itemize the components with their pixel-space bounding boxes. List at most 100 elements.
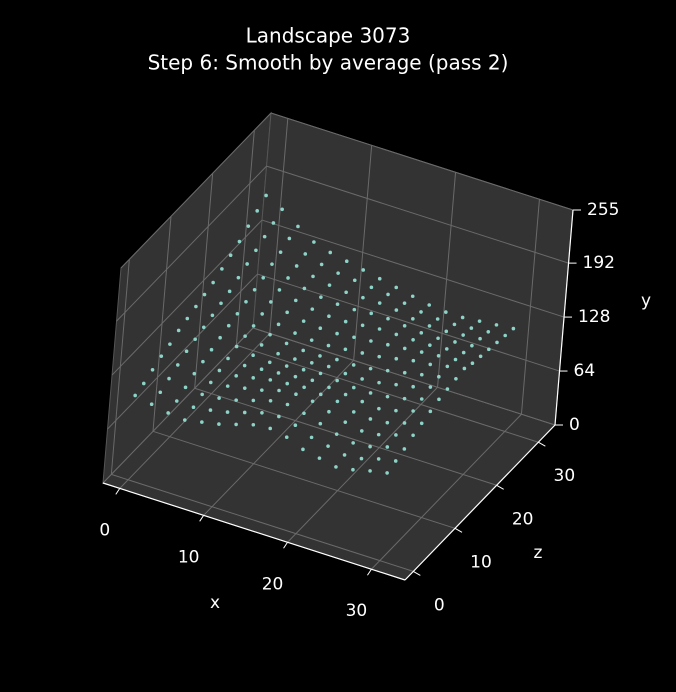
point: [376, 457, 381, 461]
point: [242, 363, 247, 368]
point: [402, 421, 407, 425]
grid-line: [102, 327, 254, 484]
point: [168, 342, 172, 346]
point: [243, 334, 247, 338]
point: [286, 276, 290, 280]
point: [453, 340, 457, 344]
point: [309, 435, 314, 440]
point: [376, 432, 381, 437]
x-tick-label: 10: [178, 547, 200, 567]
grid-line: [261, 219, 565, 318]
point: [359, 429, 364, 433]
point: [452, 322, 457, 327]
point: [328, 250, 333, 255]
point: [166, 411, 170, 415]
point: [141, 381, 146, 386]
point: [411, 317, 415, 321]
x-tick: [115, 488, 121, 495]
point: [428, 362, 433, 367]
point: [234, 398, 238, 402]
point: [411, 358, 416, 363]
point: [470, 343, 474, 348]
point: [394, 332, 399, 337]
point: [437, 397, 441, 402]
point: [419, 372, 424, 377]
x-axis-label: x: [210, 593, 220, 613]
point: [360, 377, 364, 381]
grid-line: [111, 473, 414, 572]
point: [278, 250, 283, 254]
point: [411, 433, 415, 438]
point: [133, 393, 137, 398]
point: [494, 323, 499, 327]
point: [287, 236, 292, 241]
point: [411, 409, 415, 413]
point: [268, 398, 273, 403]
point: [182, 418, 187, 422]
chart-title: Landscape 3073: [246, 24, 411, 48]
grid-line: [152, 430, 456, 529]
point: [312, 240, 316, 244]
grid-line: [107, 273, 258, 430]
point: [368, 444, 372, 449]
x-tick-label: 20: [262, 574, 284, 594]
grid-line: [270, 112, 574, 211]
point: [294, 264, 299, 268]
point: [369, 339, 373, 343]
point: [410, 294, 415, 299]
point: [271, 221, 276, 225]
point: [276, 371, 281, 375]
grid-line: [236, 344, 539, 443]
point: [228, 253, 233, 258]
point: [284, 435, 289, 440]
point: [209, 347, 214, 352]
grid-line: [257, 273, 560, 372]
point: [327, 409, 331, 414]
point: [351, 385, 356, 390]
point: [419, 310, 423, 314]
point: [377, 276, 382, 281]
point: [262, 234, 267, 239]
point: [343, 347, 348, 352]
point: [270, 262, 274, 266]
point: [402, 346, 407, 351]
grid-line: [119, 333, 271, 489]
grid-line: [252, 327, 556, 426]
point: [237, 239, 242, 244]
point: [453, 357, 458, 362]
point: [236, 275, 241, 280]
z-tick: [496, 484, 504, 490]
point: [428, 343, 432, 347]
point: [368, 417, 373, 421]
point: [277, 414, 281, 419]
point: [251, 324, 256, 328]
point: [302, 411, 306, 416]
point: [245, 262, 249, 266]
point: [461, 350, 466, 355]
point: [411, 337, 415, 342]
point: [246, 224, 251, 228]
point: [377, 380, 381, 385]
point: [293, 423, 298, 428]
point: [260, 312, 264, 316]
y-tick-label: 192: [583, 253, 615, 273]
point: [335, 378, 339, 383]
point: [342, 453, 347, 457]
point: [318, 392, 323, 397]
point: [462, 366, 467, 371]
point: [167, 376, 171, 381]
point: [220, 267, 224, 271]
point: [419, 331, 424, 335]
point: [377, 301, 382, 305]
point: [503, 333, 507, 338]
point: [217, 422, 221, 426]
point: [368, 391, 373, 395]
point: [343, 319, 348, 324]
point: [210, 313, 215, 318]
point: [394, 356, 399, 361]
point: [351, 363, 356, 367]
point: [445, 387, 450, 391]
point: [394, 285, 399, 290]
point: [192, 371, 197, 376]
point: [260, 388, 264, 392]
